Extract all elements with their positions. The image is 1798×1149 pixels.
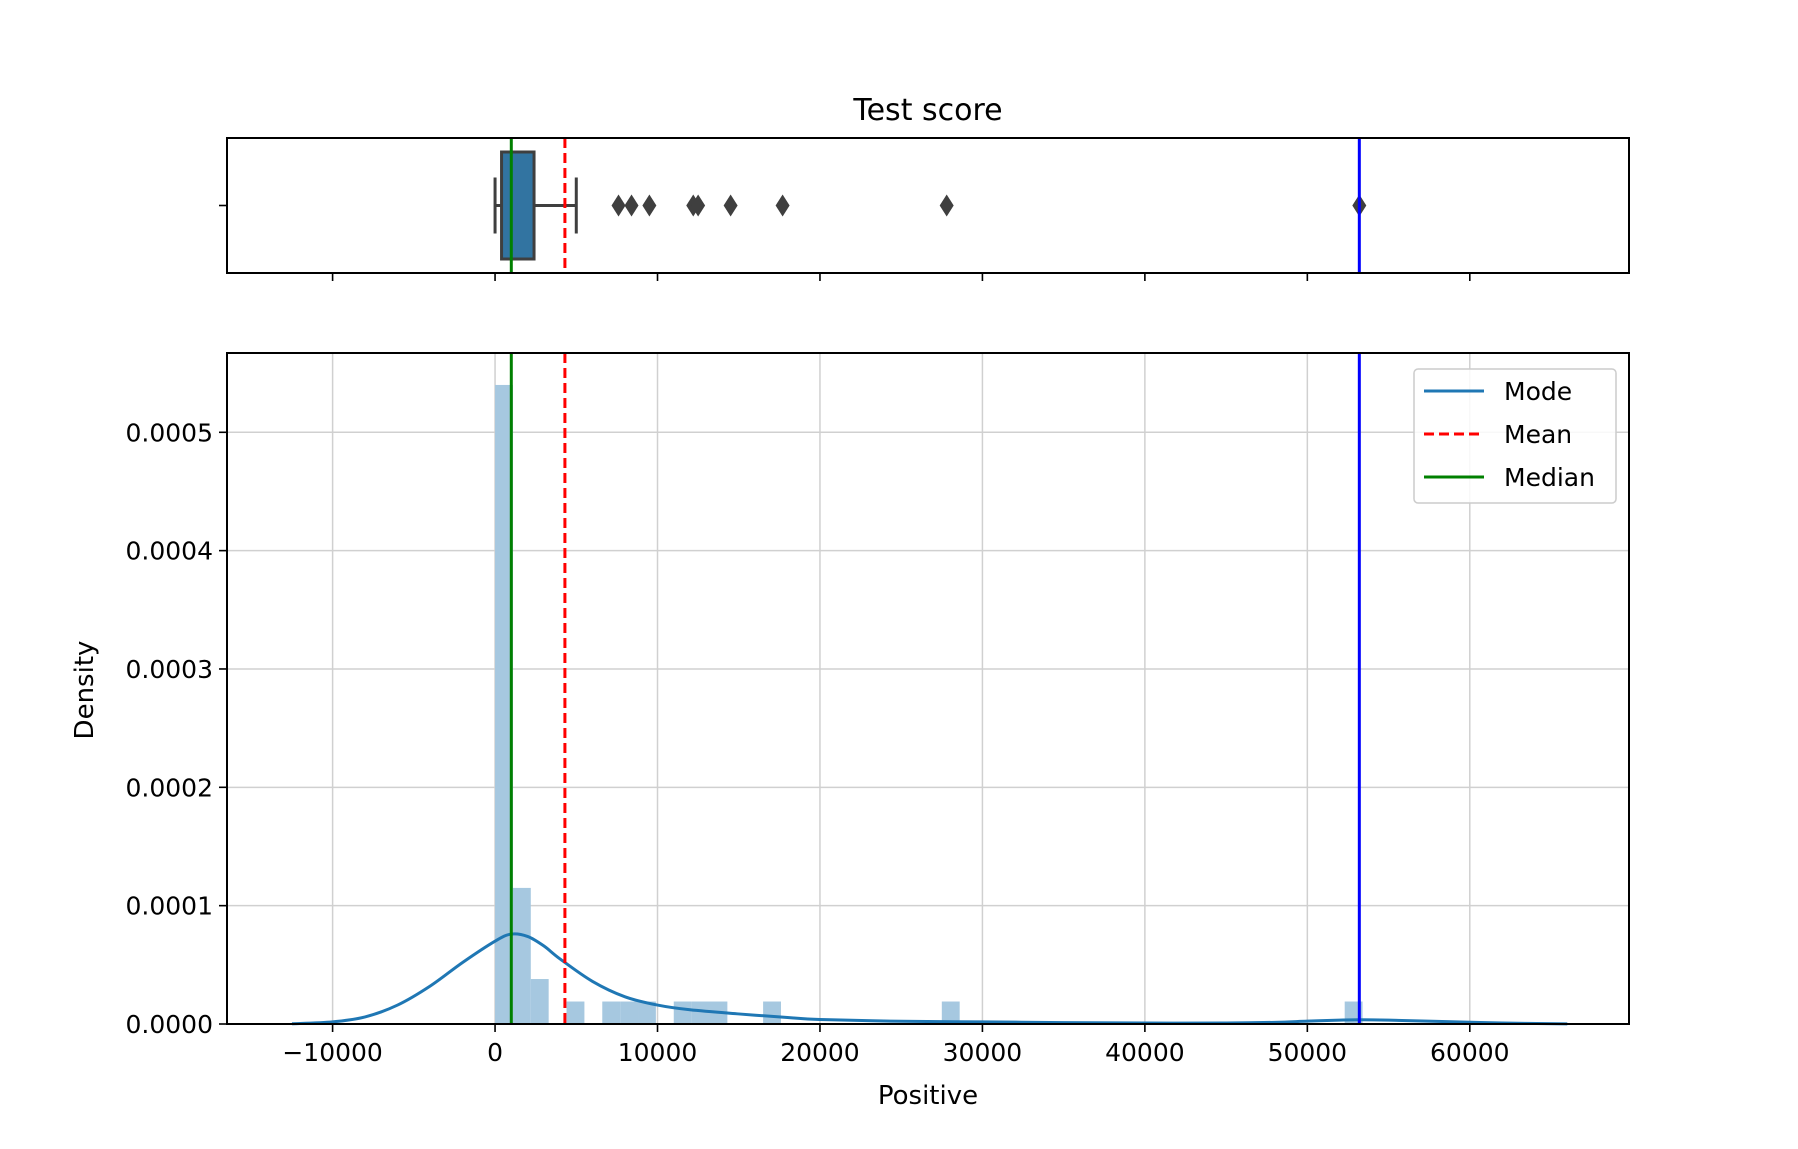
x-tick-label: 0	[487, 1038, 503, 1067]
x-tick-label: 60000	[1430, 1038, 1510, 1067]
x-tick-label: 50000	[1268, 1038, 1348, 1067]
y-tick-label: 0.0003	[126, 655, 213, 684]
y-tick-label: 0.0001	[126, 892, 213, 921]
kde-curve-group	[291, 932, 1568, 1026]
histogram-bar	[602, 1001, 621, 1024]
histogram-bar	[530, 979, 549, 1024]
box-iqr	[500, 150, 536, 261]
histogram-bars	[495, 384, 1363, 1024]
box-outlier	[642, 194, 657, 217]
box-plot-frame	[226, 137, 1630, 274]
histogram-axes: −10000 0 10000 20000 30000 40000 50000 60000 0.0…	[70, 352, 1630, 1111]
y-tick-label: 0.0004	[126, 537, 213, 566]
legend-label-mode: Mode	[1504, 377, 1572, 406]
box-plot-ticks	[219, 204, 1471, 281]
histogram-bar	[566, 1001, 585, 1024]
y-tick-label: 0.0002	[126, 773, 213, 802]
legend: Mode Mean Median	[1413, 368, 1617, 504]
kde-curve	[291, 932, 1568, 1026]
histogram-bar	[691, 1001, 710, 1024]
histogram-frame	[226, 352, 1630, 1025]
histogram-bar	[512, 887, 531, 1024]
box-plot-axes: Test score	[219, 93, 1630, 281]
box-outlier	[723, 194, 738, 217]
box-outlier	[691, 194, 706, 217]
x-tick-label: 10000	[618, 1038, 698, 1067]
box-outlier	[611, 194, 626, 217]
x-tick-label: −10000	[282, 1038, 382, 1067]
box-outlier	[775, 194, 790, 217]
y-tick-label: 0.0005	[126, 418, 213, 447]
histogram-ticks: −10000 0 10000 20000 30000 40000 50000 60000 0.0…	[126, 418, 1510, 1067]
histogram-bar	[638, 1001, 656, 1024]
box-outlier	[939, 194, 954, 217]
x-tick-label: 20000	[780, 1038, 860, 1067]
box-plot-area	[493, 138, 1367, 273]
legend-label-median: Median	[1504, 463, 1595, 492]
legend-label-mean: Mean	[1504, 420, 1572, 449]
histogram-bar	[763, 1001, 781, 1024]
histogram-bar	[620, 1001, 639, 1024]
box-plot-title: Test score	[852, 93, 1002, 128]
histogram-bar	[941, 1001, 960, 1024]
histogram-bar	[495, 384, 513, 1024]
x-tick-label: 30000	[943, 1038, 1023, 1067]
box-outlier	[624, 194, 639, 217]
x-tick-label: 40000	[1105, 1038, 1185, 1067]
legend-box	[1413, 368, 1617, 504]
y-tick-label: 0.0000	[126, 1010, 213, 1039]
x-axis-label: Positive	[878, 1081, 978, 1111]
stat-lines	[509, 353, 1361, 1024]
histogram-bar	[673, 1001, 692, 1024]
y-axis-label: Density	[70, 641, 100, 740]
